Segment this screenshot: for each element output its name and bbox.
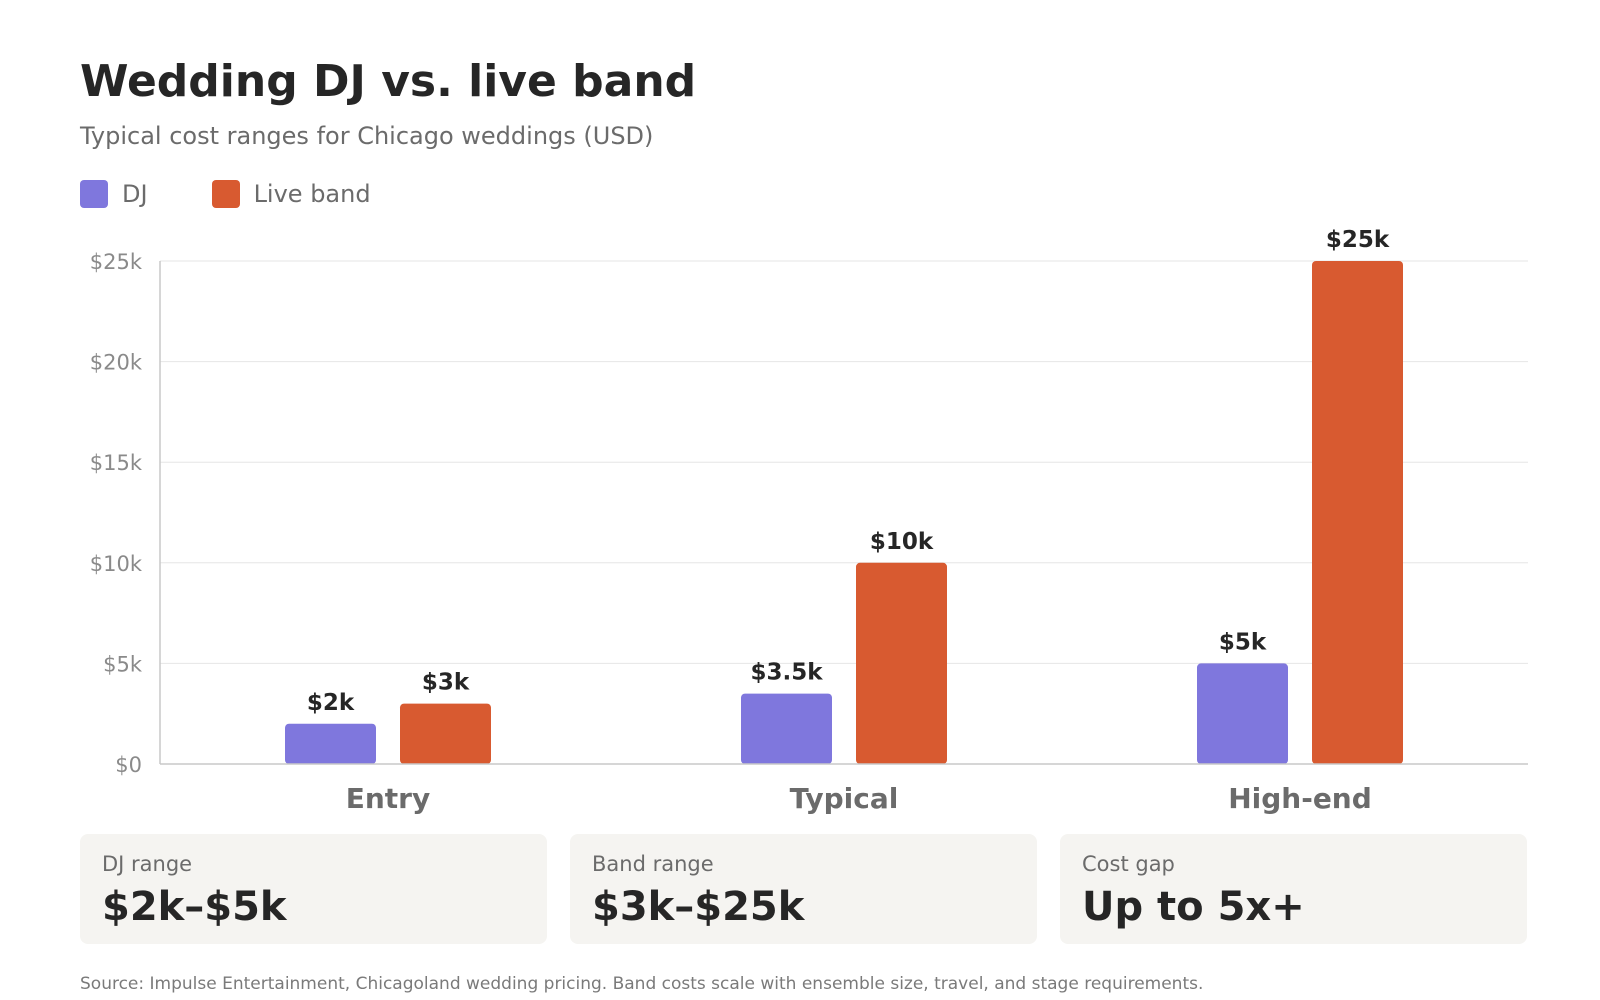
card-label: DJ range <box>102 852 193 876</box>
data-label: $10k <box>870 529 934 555</box>
legend-item-live-band: Live band <box>211 180 371 208</box>
data-label: $25k <box>1326 227 1390 253</box>
bar-live-band <box>400 703 491 764</box>
bar-live-band <box>856 562 947 764</box>
card-value: $3k–$25k <box>592 884 805 930</box>
data-label: $3.5k <box>750 660 823 686</box>
legend-swatch-dj <box>80 180 108 208</box>
bar-live-band <box>1312 261 1403 764</box>
summary-card-dj-range: DJ range $2k–$5k <box>80 834 547 944</box>
x-tick-label: High-end <box>1228 782 1372 815</box>
summary-card-cost-gap: Cost gap Up to 5x+ <box>1060 834 1527 944</box>
legend: DJ Live band <box>80 180 435 208</box>
bar-dj <box>1197 663 1288 764</box>
x-tick-label: Entry <box>346 782 431 815</box>
chart-subtitle: Typical cost ranges for Chicago weddings… <box>80 122 654 150</box>
y-tick-label: $5k <box>103 652 143 676</box>
legend-label-live-band: Live band <box>253 180 371 208</box>
data-label: $2k <box>307 690 355 716</box>
source-note: Source: Impulse Entertainment, Chicagola… <box>80 974 1204 994</box>
y-tick-label: $20k <box>90 351 143 375</box>
bar-dj <box>285 723 376 764</box>
y-tick-label: $15k <box>90 451 143 475</box>
card-value: Up to 5x+ <box>1082 884 1305 930</box>
x-tick-label: Typical <box>790 782 899 815</box>
legend-label-dj: DJ <box>122 180 148 208</box>
card-label: Band range <box>592 852 714 876</box>
chart-title: Wedding DJ vs. live band <box>80 56 697 107</box>
y-tick-label: $25k <box>90 250 143 274</box>
y-tick-label: $0 <box>115 753 142 777</box>
data-label: $5k <box>1219 629 1267 655</box>
summary-card-band-range: Band range $3k–$25k <box>570 834 1037 944</box>
bar-dj <box>741 693 832 764</box>
summary-cards: DJ range $2k–$5k Band range $3k–$25k Cos… <box>80 834 1527 944</box>
legend-item-dj: DJ <box>80 180 148 208</box>
data-label: $3k <box>422 670 470 696</box>
card-value: $2k–$5k <box>102 884 287 930</box>
y-tick-label: $10k <box>90 552 143 576</box>
card-label: Cost gap <box>1082 852 1175 876</box>
bar-chart: $0 $5k $10k $15k $20k $25k $2k $3k Entry $3.5k $10… <box>90 227 1528 815</box>
legend-swatch-live-band <box>211 180 240 208</box>
